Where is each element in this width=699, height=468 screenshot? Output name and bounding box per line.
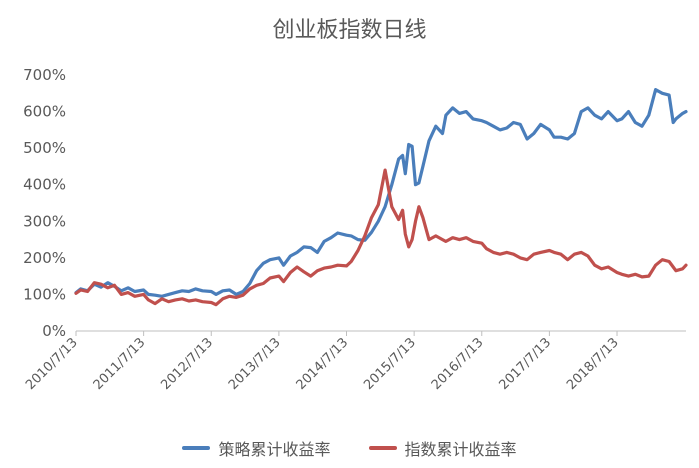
- series-group: [74, 87, 688, 307]
- legend-swatch-strategy: [182, 446, 211, 450]
- x-tick-label: 2016/7/13: [429, 335, 487, 393]
- series-line-index: [74, 168, 688, 307]
- x-tick-label: 2018/7/13: [564, 335, 622, 393]
- x-tick-label: 2011/7/13: [91, 335, 149, 393]
- legend-label-strategy: 策略累计收益率: [218, 440, 331, 459]
- x-tick-label: 2015/7/13: [361, 335, 419, 393]
- legend-item-strategy[interactable]: 策略累计收益率: [182, 436, 331, 460]
- series-line-strategy: [74, 87, 688, 298]
- chart-legend: 策略累计收益率 指数累计收益率: [0, 436, 699, 460]
- x-tick-label: 2013/7/13: [226, 335, 284, 393]
- y-tick-label: 700%: [23, 66, 66, 84]
- y-tick-label: 400%: [23, 176, 66, 194]
- x-axis: 2010/7/13 2011/7/13 2012/7/13 2013/7/13 2014…: [23, 331, 622, 393]
- x-tick-label: 2010/7/13: [23, 335, 81, 393]
- x-tick-label: 2017/7/13: [496, 335, 554, 393]
- x-tick-label: 2012/7/13: [158, 335, 216, 393]
- legend-item-index[interactable]: 指数累计收益率: [368, 436, 517, 460]
- x-tick-label: 2014/7/13: [294, 335, 352, 393]
- y-tick-label: 100%: [23, 285, 66, 303]
- legend-label-index: 指数累计收益率: [404, 440, 517, 459]
- y-tick-label: 200%: [23, 249, 66, 267]
- y-tick-label: 600%: [23, 103, 66, 121]
- y-axis: 0% 100% 200% 300% 400% 500% 600% 700%: [23, 66, 66, 340]
- y-tick-label: 300%: [23, 212, 66, 230]
- y-tick-label: 0%: [42, 322, 66, 340]
- chart-title: 创业板指数日线: [272, 18, 427, 43]
- y-tick-label: 500%: [23, 139, 66, 157]
- legend-swatch-index: [368, 446, 397, 450]
